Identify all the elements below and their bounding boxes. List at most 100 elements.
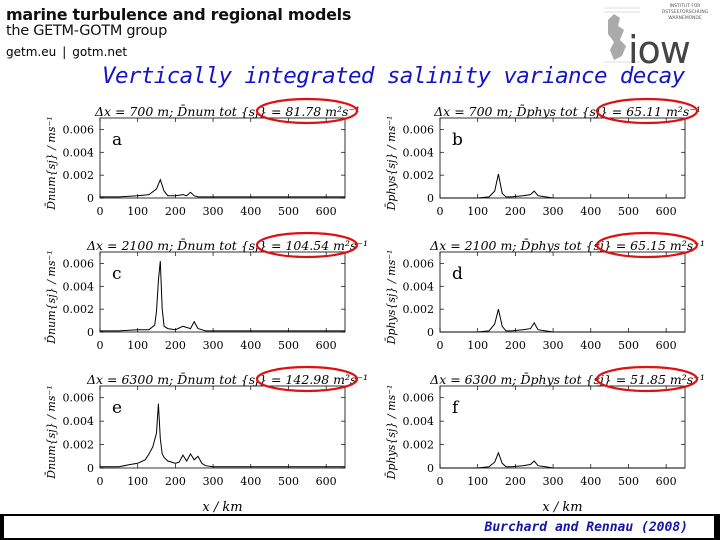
plot-frame (99, 251, 346, 333)
panel-letter: d (452, 264, 463, 284)
panel-caption: Δx = 700 m; D̄phys tot {sj} = 65.11 m²s⁻… (433, 104, 701, 119)
x-tick-label: 100 (467, 475, 488, 488)
header-group-name: marine turbulence and regional models (6, 5, 352, 24)
panel-caption: Δx = 6300 m; D̄num tot {sj} = 142.98 m²s… (86, 372, 368, 387)
x-tick-label: 300 (543, 339, 564, 352)
series-line (440, 173, 685, 199)
x-tick-label: 400 (240, 339, 261, 352)
x-tick-label: 100 (127, 339, 148, 352)
y-tick-label: 0.006 (403, 123, 435, 136)
highlight-ellipse (255, 97, 359, 125)
x-tick-label: 600 (656, 475, 677, 488)
header-group-subtitle: the GETM-GOTM group (6, 23, 167, 39)
y-tick-label: 0.002 (63, 169, 95, 182)
x-tick-label: 600 (316, 205, 337, 218)
x-tick-label: 200 (165, 475, 186, 488)
x-axis-label: x / km (202, 500, 242, 514)
plot-frame (99, 385, 346, 469)
y-tick-label: 0 (87, 462, 94, 475)
x-tick-label: 500 (278, 339, 299, 352)
y-tick-label: 0 (87, 192, 94, 205)
link-getm[interactable]: getm.eu (6, 45, 57, 59)
plot-frame (439, 251, 686, 333)
x-tick-label: 300 (203, 475, 224, 488)
baltic-map-icon (604, 7, 640, 63)
y-tick-label: 0.004 (63, 415, 95, 428)
x-tick-label: 500 (618, 205, 639, 218)
x-tick-label: 100 (127, 205, 148, 218)
x-tick-label: 400 (580, 475, 601, 488)
panel-f: 0 0.002 0.004 0.006 0 100 200 300 400 500 600 f Δx =… (385, 365, 705, 488)
x-tick-label: 400 (580, 205, 601, 218)
x-tick-label: 600 (316, 339, 337, 352)
highlight-ellipse (255, 365, 359, 393)
y-tick-label: 0.002 (63, 439, 95, 452)
x-tick-label: 0 (97, 339, 104, 352)
series-line (100, 403, 345, 468)
footer-box (4, 516, 714, 538)
y-axis-label: D̄phys{sj} / ms⁻¹ (385, 385, 398, 481)
link-gotm[interactable]: gotm.net (72, 45, 128, 59)
figure-panels: 0 0.002 0.004 0.006 0 100 200 300 400 500 600 a Δx =… (45, 97, 705, 514)
credit: Burchard and Rennau (2008) (484, 520, 689, 535)
x-tick-label: 300 (543, 205, 564, 218)
panel-a: 0 0.002 0.004 0.006 0 100 200 300 400 500 600 a Δx =… (45, 97, 360, 218)
x-tick-label: 0 (97, 205, 104, 218)
x-tick-label: 200 (505, 475, 526, 488)
panel-letter: c (112, 264, 122, 284)
y-axis-label: D̄phys{sj} / ms⁻¹ (385, 116, 398, 212)
panel-letter: b (452, 130, 463, 150)
logo-institute-text: INSTITUT FÜR OSTSEEFORSCHUNG WARNEMÜNDE (661, 4, 709, 21)
series-line (100, 261, 345, 332)
y-axis-label: D̄phys{sj} / ms⁻¹ (385, 250, 398, 346)
x-tick-label: 600 (656, 339, 677, 352)
panel-letter: e (112, 398, 122, 418)
plot-frame (439, 117, 686, 199)
x-tick-label: 500 (618, 475, 639, 488)
y-axis-label: D̄num{sj} / ms⁻¹ (45, 385, 58, 479)
y-tick-label: 0.004 (403, 146, 435, 159)
highlight-ellipse (595, 231, 699, 259)
link-separator: | (62, 45, 67, 59)
y-tick-label: 0.006 (403, 257, 435, 270)
y-axis-label: D̄num{sj} / ms⁻¹ (45, 250, 58, 344)
x-tick-label: 400 (580, 339, 601, 352)
x-tick-label: 600 (656, 205, 677, 218)
panel-c: 0 0.002 0.004 0.006 0 100 200 300 400 500 600 c Δx =… (45, 231, 368, 352)
panel-d: 0 0.002 0.004 0.006 0 100 200 300 400 500 600 d Δx =… (385, 231, 705, 352)
x-tick-label: 100 (127, 475, 148, 488)
header-links: getm.eu | gotm.net (6, 45, 127, 59)
plot-frame (439, 385, 686, 469)
x-tick-label: 200 (505, 205, 526, 218)
highlight-ellipse (255, 231, 359, 259)
y-tick-label: 0.002 (403, 439, 435, 452)
y-tick-label: 0.002 (403, 303, 435, 316)
panel-b: 0 0.002 0.004 0.006 0 100 200 300 400 500 600 b Δx =… (385, 97, 701, 218)
y-tick-label: 0.004 (63, 146, 95, 159)
y-tick-label: 0 (427, 192, 434, 205)
x-tick-label: 500 (278, 475, 299, 488)
x-tick-label: 200 (165, 339, 186, 352)
panel-caption: Δx = 2100 m; D̄phys tot {sj} = 65.15 m²s… (429, 238, 705, 253)
y-tick-label: 0.004 (403, 415, 435, 428)
y-tick-label: 0.004 (63, 280, 95, 293)
y-axis-label: D̄num{sj} / ms⁻¹ (45, 116, 58, 210)
x-tick-label: 200 (505, 339, 526, 352)
x-tick-label: 600 (316, 475, 337, 488)
series-line (100, 178, 345, 198)
x-tick-label: 300 (203, 339, 224, 352)
x-tick-label: 400 (240, 205, 261, 218)
y-tick-label: 0 (427, 462, 434, 475)
plot-frame (99, 117, 346, 199)
series-line (440, 451, 685, 469)
y-tick-label: 0.006 (63, 392, 95, 405)
x-tick-label: 0 (97, 475, 104, 488)
x-tick-label: 0 (437, 205, 444, 218)
y-tick-label: 0.006 (63, 257, 95, 270)
y-tick-label: 0.002 (63, 303, 95, 316)
x-tick-label: 300 (543, 475, 564, 488)
y-tick-label: 0.006 (403, 392, 435, 405)
y-tick-label: 0.006 (63, 123, 95, 136)
x-tick-label: 0 (437, 339, 444, 352)
x-tick-label: 0 (437, 475, 444, 488)
